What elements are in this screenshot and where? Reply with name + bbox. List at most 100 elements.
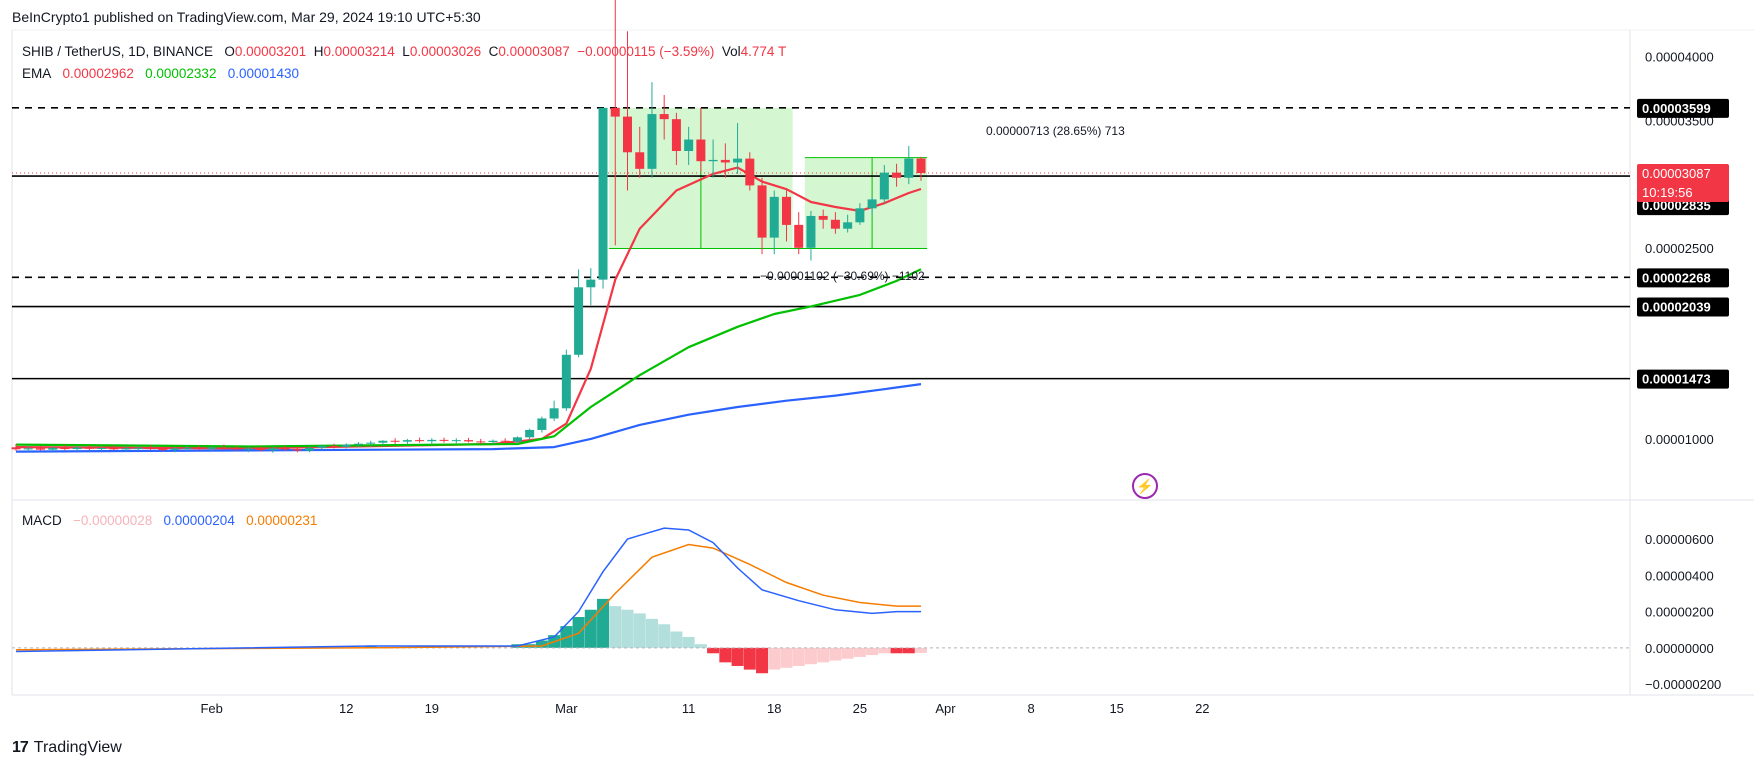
macd-histogram-bar	[694, 644, 707, 648]
candle-body	[647, 114, 657, 169]
macd-signal-value: 0.00000231	[246, 513, 318, 528]
candle-body	[488, 440, 498, 443]
macd-legend: MACD −0.00000028 0.00000204 0.00000231	[22, 513, 317, 528]
macd-histogram-bar	[731, 647, 744, 666]
candle-body	[904, 158, 914, 178]
candle-body	[268, 448, 278, 451]
candle-body	[830, 219, 840, 229]
candle-body	[292, 449, 302, 451]
candle-body	[867, 199, 877, 209]
macd-histogram-bar	[670, 631, 683, 648]
open-value: 0.00003201	[234, 44, 307, 59]
level-label: 0.00003599	[1642, 101, 1711, 116]
time-axis-tick: Mar	[555, 701, 578, 716]
candle-body	[733, 158, 743, 163]
low-label: L	[402, 44, 410, 59]
time-axis-tick: 25	[853, 701, 867, 716]
macd-histogram-bar	[853, 647, 866, 657]
ema-legend: EMA 0.00002962 0.00002332 0.00001430	[22, 66, 299, 81]
volume-value: 4.774 T	[740, 44, 787, 59]
lightning-icon[interactable]: ⚡	[1132, 473, 1158, 499]
candle-body	[439, 439, 449, 441]
candle-body	[451, 440, 461, 442]
macd-histogram-bar	[621, 609, 634, 648]
candle-body	[72, 447, 82, 450]
countdown-label: 10:19:56	[1642, 185, 1693, 200]
macd-histogram-bar	[682, 636, 695, 648]
macd-histogram-bar	[792, 647, 805, 666]
macd-histogram-bar	[633, 613, 646, 648]
ema2-value: 0.00002332	[145, 66, 217, 81]
candle-body	[219, 447, 229, 449]
tradingview-logo-icon: 17	[12, 739, 29, 756]
low-value: 0.00003026	[409, 44, 482, 59]
candle-body	[574, 287, 584, 355]
ema3-value: 0.00001430	[227, 66, 300, 81]
candle-body	[806, 215, 816, 248]
macd-histogram-bar	[535, 640, 548, 648]
candle-body	[121, 448, 131, 450]
candle-body	[623, 116, 632, 153]
candle-body	[341, 444, 351, 447]
level-label: 0.00002039	[1642, 300, 1711, 315]
high-label: H	[313, 44, 324, 59]
current-price-box	[1637, 164, 1729, 203]
ema-label: EMA	[22, 66, 52, 81]
macd-histogram-bar	[866, 647, 879, 656]
macd-histogram-bar	[817, 647, 830, 663]
candle-body	[745, 158, 755, 186]
candle-body	[512, 437, 522, 442]
candle-body	[855, 208, 865, 223]
time-axis-tick: 22	[1195, 701, 1209, 716]
candle-body	[390, 440, 400, 442]
candle-body	[610, 107, 620, 117]
candle-body	[916, 158, 926, 174]
candle-body	[427, 439, 437, 442]
candle-body	[11, 447, 21, 450]
candle-body	[476, 441, 486, 443]
measure-down-label: −0.00001102 (−30.69%) −1102	[760, 269, 925, 283]
level-label-box	[1637, 297, 1729, 317]
candle-body	[243, 448, 253, 450]
volume-label: Vol	[721, 44, 741, 59]
candle-body	[781, 196, 791, 225]
candle-body	[182, 447, 192, 449]
level-label: 0.00002268	[1642, 270, 1711, 285]
publisher-line: BeInCrypto1 published on TradingView.com…	[12, 9, 481, 25]
candle-body	[843, 222, 853, 229]
brand[interactable]: 17 TradingView	[12, 739, 122, 757]
change-value: −0.00000115 (−3.59%)	[577, 44, 715, 59]
symbol-legend: SHIB / TetherUS, 1D, BINANCE O0.00003201…	[22, 44, 786, 59]
candle-body	[207, 447, 217, 449]
candle-body	[598, 107, 608, 280]
candle-body	[464, 440, 474, 442]
candle-body	[60, 447, 70, 450]
candle-body	[500, 440, 510, 442]
time-axis-tick: 12	[339, 701, 353, 716]
macd-histogram-bar	[780, 647, 793, 668]
candle-body	[549, 408, 559, 419]
candle-body	[329, 445, 339, 447]
candle-body	[84, 447, 94, 449]
level-label-box	[1637, 369, 1729, 389]
high-value: 0.00003214	[323, 44, 395, 59]
close-label: C	[488, 44, 499, 59]
candle-body	[537, 418, 547, 430]
candle-body	[659, 114, 669, 120]
candle-body	[757, 185, 767, 238]
candle-body	[769, 196, 779, 238]
macd-label: MACD	[22, 513, 62, 528]
time-axis-tick: 18	[767, 701, 781, 716]
macd-histogram-bar	[878, 647, 891, 654]
candle-body	[280, 448, 290, 450]
candle-body	[402, 440, 412, 442]
macd-histogram-bar	[768, 647, 781, 670]
macd-histogram-bar	[658, 624, 671, 648]
candle-body	[415, 440, 425, 442]
time-axis-tick: 8	[1027, 701, 1034, 716]
candle-body	[561, 354, 571, 409]
macd-line-value: 0.00000204	[163, 513, 235, 528]
candle-body	[97, 448, 107, 450]
current-price-label: 0.00003087	[1642, 166, 1711, 181]
